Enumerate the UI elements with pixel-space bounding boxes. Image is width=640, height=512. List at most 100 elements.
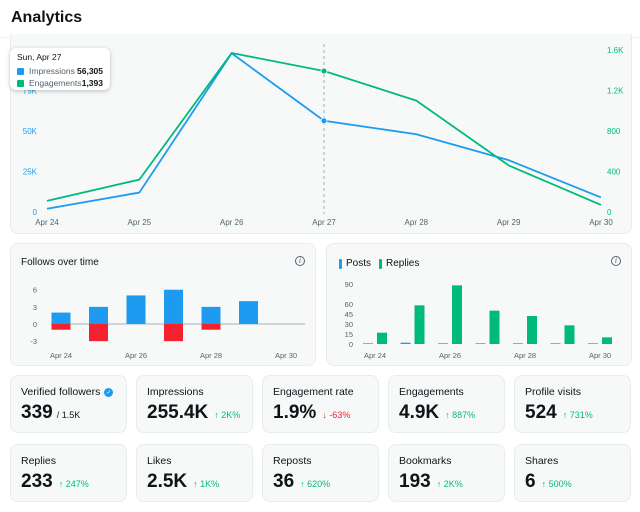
y-axis-tick: 45 <box>345 310 353 319</box>
follows-chart-title: Follows over time <box>21 257 99 268</box>
y-axis-left-tick: 0 <box>33 208 38 217</box>
bar-follows <box>239 301 258 324</box>
stat-value: 193 ↑ 2K% <box>399 471 463 493</box>
bar-follows <box>51 312 71 324</box>
stat-label: Verified followers ✓ <box>21 386 114 398</box>
y-axis-tick: 90 <box>345 280 353 289</box>
posts-replies-legend: Posts Replies <box>339 258 419 269</box>
stat-value: 524 ↑ 731% <box>525 402 593 424</box>
stat-card-shares[interactable]: Shares 6 ↑ 500% <box>514 444 631 502</box>
bar-unfollows <box>164 324 183 342</box>
y-axis-tick: 3 <box>33 303 37 312</box>
info-icon[interactable]: i <box>295 256 305 266</box>
stat-value: 4.9K ↑ 887% <box>399 402 475 424</box>
bar-follows <box>89 306 108 324</box>
stat-value-text: 193 <box>399 471 431 492</box>
engagements-swatch-icon <box>17 79 24 87</box>
stat-value: 36 ↑ 620% <box>273 471 330 493</box>
bar-follows <box>201 306 221 324</box>
y-axis-right-tick: 800 <box>607 127 621 136</box>
x-axis-label: Apr 26 <box>125 351 147 360</box>
y-axis-left-tick: 75K <box>23 87 38 96</box>
stat-value-text: 233 <box>21 471 53 492</box>
stat-card-bookmarks[interactable]: Bookmarks 193 ↑ 2K% <box>388 444 505 502</box>
stat-change: ↑ 2K% <box>436 479 463 489</box>
stat-card-verified-followers[interactable]: Verified followers ✓ 339 / 1.5K <box>10 375 127 433</box>
tooltip-impressions-label: Impressions <box>29 66 75 76</box>
x-axis-label: Apr 27 <box>312 218 336 227</box>
stat-value-text: 2.5K <box>147 471 188 492</box>
y-axis-tick: -3 <box>30 337 37 346</box>
tooltip-date: Sun, Apr 27 <box>17 52 62 62</box>
stat-card-likes[interactable]: Likes 2.5K ↑ 1K% <box>136 444 253 502</box>
bar-posts <box>588 343 598 344</box>
stat-change: ↑ 500% <box>541 479 572 489</box>
info-icon[interactable]: i <box>611 256 621 266</box>
stat-value-text: 255.4K <box>147 402 209 423</box>
stat-label: Engagements <box>399 386 464 398</box>
x-axis-label: Apr 24 <box>35 218 59 227</box>
tooltip-engagements-value: 1,393 <box>81 78 103 88</box>
impressions-swatch-icon <box>17 67 24 75</box>
x-axis-label: Apr 28 <box>405 218 429 227</box>
y-axis-tick: 0 <box>33 320 37 329</box>
bar-posts <box>550 343 561 344</box>
impressions-engagements-chart[interactable]: 0 25K 50K 75K 0 400 800 1.2K 1.6K Apr 24 Apr 25 Apr… <box>10 34 632 234</box>
stat-value: 255.4K ↑ 2K% <box>147 402 240 424</box>
bar-posts <box>400 342 411 344</box>
stat-label: Impressions <box>147 386 204 398</box>
stat-change: ↑ 887% <box>445 410 476 420</box>
y-axis-tick: 15 <box>345 330 353 339</box>
tooltip-engagements-label: Engagements <box>29 78 82 88</box>
tooltip-row-impressions: Impressions 56,305 <box>17 65 103 77</box>
chart-tooltip: Sun, Apr 27 Impressions 56,305 Engagemen… <box>10 48 110 90</box>
legend-posts[interactable]: Posts <box>339 258 371 269</box>
page-header: Analytics <box>0 0 640 38</box>
x-axis-label: Apr 29 <box>497 218 521 227</box>
tooltip-impressions-value: 56,305 <box>77 66 103 76</box>
stat-change: ↓ -63% <box>322 410 351 420</box>
y-axis-tick: 6 <box>33 286 37 295</box>
x-axis-label: Apr 28 <box>200 351 222 360</box>
bar-unfollows <box>89 324 108 342</box>
y-axis-tick: 30 <box>345 320 353 329</box>
bar-replies <box>489 310 500 344</box>
stat-card-reposts[interactable]: Reposts 36 ↑ 620% <box>262 444 379 502</box>
stat-card-profile-visits[interactable]: Profile visits 524 ↑ 731% <box>514 375 631 433</box>
bar-unfollows <box>51 324 71 330</box>
bar-replies <box>414 305 425 344</box>
follows-bar-chart-svg: 6 3 0 -3 Apr 24 Apr 26 Apr 28 Apr 30 <box>30 286 305 360</box>
legend-replies[interactable]: Replies <box>379 258 419 269</box>
stat-value: 1.9% ↓ -63% <box>273 402 350 424</box>
y-axis-left-tick: 25K <box>23 168 38 177</box>
stat-label: Bookmarks <box>399 455 452 467</box>
x-axis-label: Apr 30 <box>589 218 613 227</box>
y-axis-right-tick: 400 <box>607 168 621 177</box>
stat-card-replies[interactable]: Replies 233 ↑ 247% <box>10 444 127 502</box>
data-point <box>320 117 328 125</box>
x-axis-label: Apr 24 <box>364 351 386 360</box>
stat-card-impressions[interactable]: Impressions 255.4K ↑ 2K% <box>136 375 253 433</box>
stat-value: 2.5K ↑ 1K% <box>147 471 219 493</box>
stat-label: Shares <box>525 455 559 467</box>
bar-replies <box>377 332 387 344</box>
bar-posts <box>363 343 373 344</box>
posts-legend-icon <box>339 258 342 269</box>
stat-card-engagements[interactable]: Engagements 4.9K ↑ 887% <box>388 375 505 433</box>
stat-value-text: 4.9K <box>399 402 440 423</box>
y-axis-tick: 60 <box>345 300 353 309</box>
bar-replies <box>602 337 612 344</box>
y-axis-right-tick: 1.2K <box>607 87 624 96</box>
x-axis-label: Apr 30 <box>275 351 297 360</box>
stat-change: ↑ 247% <box>58 479 89 489</box>
x-axis-label: Apr 24 <box>50 351 72 360</box>
legend-replies-label: Replies <box>386 258 420 269</box>
tooltip-row-engagements: Engagements 1,393 <box>17 77 103 89</box>
y-axis-right-tick: 0 <box>607 208 612 217</box>
x-axis-label: Apr 25 <box>128 218 152 227</box>
stat-card-engagement-rate[interactable]: Engagement rate 1.9% ↓ -63% <box>262 375 379 433</box>
bar-replies <box>564 325 575 344</box>
stat-value: 233 ↑ 247% <box>21 471 89 493</box>
bar-follows <box>126 295 146 324</box>
